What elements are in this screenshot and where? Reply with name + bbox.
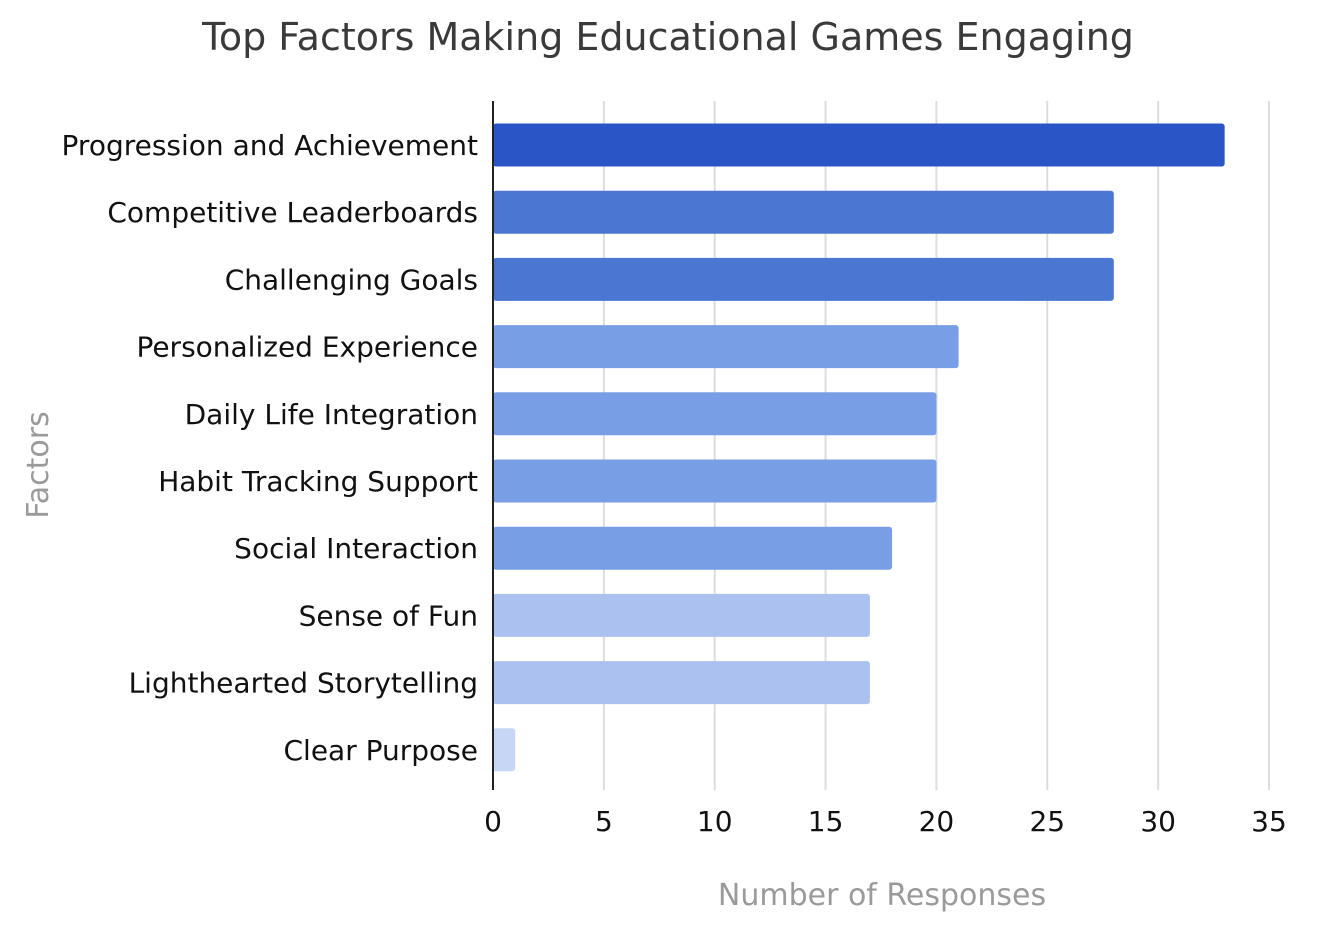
bar bbox=[493, 728, 516, 772]
category-label: Progression and Achievement bbox=[62, 129, 478, 162]
y-axis-title: Factors bbox=[21, 411, 56, 518]
bar bbox=[493, 661, 870, 705]
category-label: Daily Life Integration bbox=[185, 398, 478, 431]
bar bbox=[493, 392, 937, 436]
x-tick-label: 0 bbox=[484, 805, 502, 838]
x-tick-label: 20 bbox=[919, 805, 955, 838]
category-label: Lighthearted Storytelling bbox=[129, 667, 478, 700]
x-tick-label: 25 bbox=[1029, 805, 1065, 838]
category-labels: Progression and Achievement Competitive L… bbox=[62, 129, 478, 767]
x-tick-label: 5 bbox=[595, 805, 613, 838]
category-label: Personalized Experience bbox=[136, 331, 478, 364]
bar bbox=[493, 325, 959, 369]
bar bbox=[493, 190, 1114, 234]
x-axis-title: Number of Responses bbox=[718, 878, 1046, 913]
x-tick-label: 15 bbox=[808, 805, 844, 838]
category-label: Habit Tracking Support bbox=[158, 465, 478, 498]
x-tick-label: 30 bbox=[1140, 805, 1176, 838]
x-tick-label: 10 bbox=[697, 805, 733, 838]
bars bbox=[493, 123, 1225, 772]
category-label: Challenging Goals bbox=[225, 263, 478, 296]
x-tick-labels: 0 5 10 15 20 25 30 35 bbox=[484, 805, 1287, 838]
category-label: Sense of Fun bbox=[299, 599, 478, 632]
category-label: Clear Purpose bbox=[284, 734, 479, 767]
chart-title: Top Factors Making Educational Games Eng… bbox=[201, 15, 1134, 59]
category-label: Competitive Leaderboards bbox=[107, 196, 478, 229]
bar bbox=[493, 593, 870, 637]
bar bbox=[493, 257, 1114, 301]
bar bbox=[493, 123, 1225, 167]
x-tick-label: 35 bbox=[1251, 805, 1287, 838]
bar bbox=[493, 526, 893, 570]
category-label: Social Interaction bbox=[234, 532, 478, 565]
bar bbox=[493, 459, 937, 503]
